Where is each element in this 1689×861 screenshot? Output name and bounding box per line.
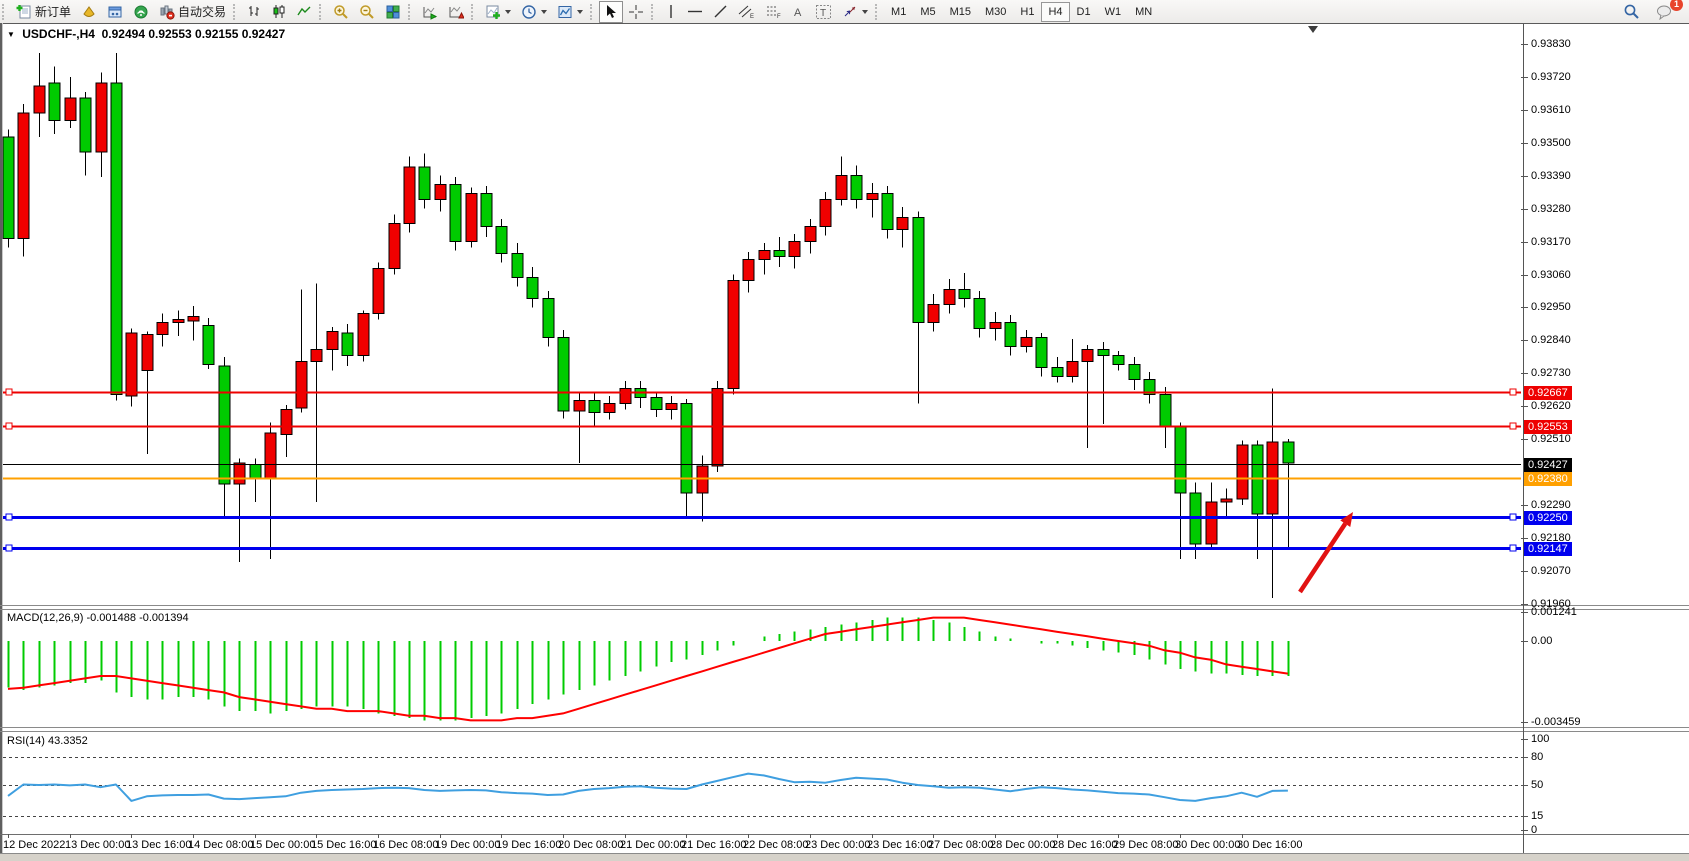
timeframe-m5[interactable]: M5: [913, 2, 942, 22]
date-axis-border: [0, 834, 1689, 835]
horizontal-line-icon: [687, 4, 703, 19]
text-icon: A: [792, 5, 805, 19]
text-label-button[interactable]: T: [810, 1, 837, 23]
new-order-button[interactable]: 新订单: [11, 1, 76, 23]
panel-separator[interactable]: [0, 605, 1689, 606]
indicators-button[interactable]: [480, 1, 516, 23]
timeframe-w1[interactable]: W1: [1098, 2, 1129, 22]
terminal-window-icon: [107, 4, 123, 20]
toolbar-grip: [590, 4, 597, 20]
panel-separator[interactable]: [0, 727, 1689, 728]
templates-button[interactable]: [552, 1, 588, 23]
trendline-button[interactable]: [708, 1, 733, 23]
bar-chart-icon: [247, 4, 262, 19]
text-label-icon: T: [815, 4, 832, 20]
main-toolbar: 新订单 自动交易 E F A T M1 M5 M15 M30 H1 H4 D1: [0, 0, 1689, 24]
zoom-out-button[interactable]: [354, 1, 380, 23]
svg-text:T: T: [820, 8, 826, 19]
text-button[interactable]: A: [787, 1, 810, 23]
arrows-dropdown-arrow: [862, 10, 868, 14]
chart-title: ▼ USDCHF-,H4 0.92494 0.92553 0.92155 0.9…: [7, 27, 285, 41]
chart-symbol-period: USDCHF-,H4: [22, 27, 95, 41]
svg-text:A: A: [794, 7, 802, 19]
candlestick-chart-button[interactable]: [267, 1, 292, 23]
templates-dropdown-arrow: [577, 10, 583, 14]
zoom-out-icon: [359, 4, 375, 20]
tile-windows-icon: [385, 4, 401, 20]
chart-shift-icon: [448, 4, 464, 20]
chart-dropdown-icon[interactable]: ▼: [7, 30, 15, 39]
market-button[interactable]: [76, 1, 102, 23]
periods-button[interactable]: [516, 1, 552, 23]
signals-icon: [133, 4, 149, 20]
candlestick-chart-icon: [272, 4, 287, 19]
auto-scroll-icon: [422, 4, 438, 20]
panel-separator[interactable]: [0, 731, 1689, 732]
horizontal-line-button[interactable]: [682, 1, 708, 23]
timeframe-m1[interactable]: M1: [884, 2, 913, 22]
toolbar-grip: [408, 4, 415, 20]
toolbar-grip: [651, 4, 658, 20]
chart-shift-marker[interactable]: [1308, 26, 1318, 33]
auto-scroll-button[interactable]: [417, 1, 443, 23]
cursor-button[interactable]: [599, 1, 623, 23]
toolbar-grip: [471, 4, 478, 20]
indicators-icon: [485, 4, 501, 20]
chart-shift-button[interactable]: [443, 1, 469, 23]
market-icon: [81, 4, 97, 20]
fibonacci-icon: F: [765, 4, 782, 19]
line-chart-button[interactable]: [292, 1, 317, 23]
chart-ohlc-values: 0.92494 0.92553 0.92155 0.92427: [102, 27, 286, 41]
timeframe-d1[interactable]: D1: [1070, 2, 1098, 22]
crosshair-icon: [628, 4, 644, 20]
toolbar-grip: [233, 4, 240, 20]
signals-button[interactable]: [128, 1, 154, 23]
rsi-label: RSI(14) 43.3352: [7, 735, 88, 747]
auto-trading-button[interactable]: 自动交易: [154, 1, 231, 23]
line-chart-icon: [297, 4, 312, 19]
periods-dropdown-arrow: [541, 10, 547, 14]
auto-trading-icon: [159, 4, 175, 20]
timeframe-m15[interactable]: M15: [943, 2, 978, 22]
bar-chart-button[interactable]: [242, 1, 267, 23]
price-axis-border: [1523, 24, 1524, 853]
new-order-icon: [16, 4, 32, 20]
svg-text:F: F: [777, 14, 781, 19]
terminal-button[interactable]: [102, 1, 128, 23]
toolbar-grip: [875, 4, 882, 20]
equidistant-channel-button[interactable]: E: [733, 1, 760, 23]
zoom-in-button[interactable]: [328, 1, 354, 23]
trendline-icon: [713, 4, 728, 19]
notifications-button[interactable]: 1: [1651, 1, 1679, 23]
arrows-shapes-button[interactable]: [837, 1, 873, 23]
template-icon: [557, 4, 573, 20]
toolbar-grip: [2, 4, 9, 20]
chart-window[interactable]: [0, 23, 1689, 861]
vertical-line-icon: [665, 4, 677, 19]
zoom-in-icon: [333, 4, 349, 20]
arrows-shapes-icon: [842, 4, 858, 19]
timeframe-mn[interactable]: MN: [1128, 2, 1159, 22]
new-order-label: 新订单: [35, 3, 71, 20]
timeframe-m30[interactable]: M30: [978, 2, 1013, 22]
panel-separator[interactable]: [0, 609, 1689, 610]
channel-icon: E: [738, 4, 755, 19]
clock-icon: [521, 4, 537, 20]
fibonacci-button[interactable]: F: [760, 1, 787, 23]
toolbar-grip: [319, 4, 326, 20]
tile-windows-button[interactable]: [380, 1, 406, 23]
macd-label: MACD(12,26,9) -0.001488 -0.001394: [7, 612, 189, 624]
vertical-line-button[interactable]: [660, 1, 682, 23]
timeframe-h1[interactable]: H1: [1013, 2, 1041, 22]
timeframe-h4[interactable]: H4: [1041, 2, 1069, 22]
cursor-icon: [604, 4, 618, 19]
indicators-dropdown-arrow: [505, 10, 511, 14]
search-icon: [1623, 3, 1640, 20]
auto-trading-label: 自动交易: [178, 3, 226, 20]
search-button[interactable]: [1618, 1, 1645, 23]
notification-badge: 1: [1670, 0, 1683, 11]
svg-text:E: E: [750, 14, 754, 19]
window-left-border-inner: [2, 23, 3, 860]
crosshair-button[interactable]: [623, 1, 649, 23]
